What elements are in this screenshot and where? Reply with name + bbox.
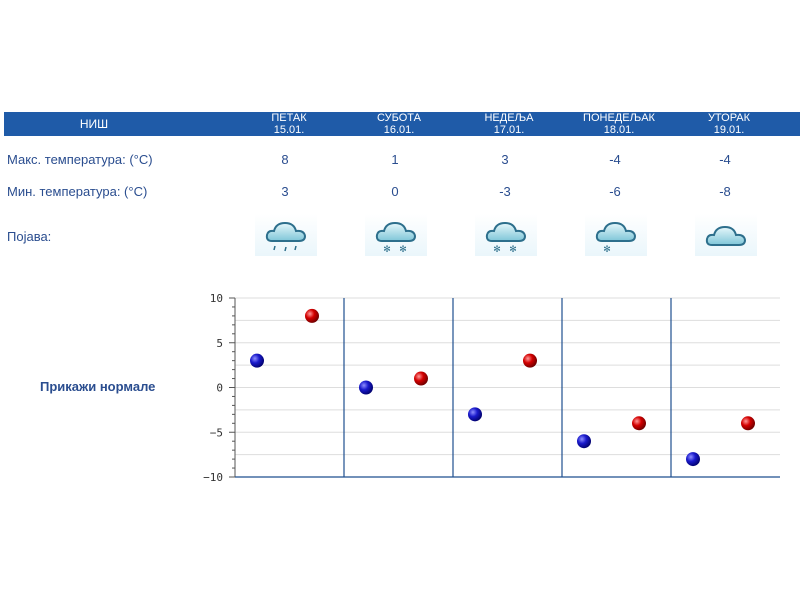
show-normals-link[interactable]: Прикажи нормале bbox=[40, 379, 156, 394]
day-date: 16.01. bbox=[383, 124, 415, 136]
max-temp-day-5: -4 bbox=[719, 152, 731, 167]
max-temp-day-3: 3 bbox=[501, 152, 509, 167]
day-name: УТОРАК bbox=[707, 112, 751, 124]
day-date: 18.01. bbox=[603, 124, 635, 136]
min-temp-day-2: 0 bbox=[391, 184, 399, 199]
min-temp-day-1: 3 bbox=[281, 184, 289, 199]
max-temp-point bbox=[305, 308, 319, 323]
min-temp-day-3: -3 bbox=[499, 184, 511, 199]
max-temp-day-2: 1 bbox=[391, 152, 399, 167]
cloud-light-snow-icon: ✻ bbox=[585, 214, 647, 256]
min-temp-point bbox=[577, 434, 591, 449]
min-temp-point bbox=[250, 353, 264, 368]
city-name: НИШ bbox=[79, 117, 109, 131]
max-temp-point bbox=[741, 416, 755, 431]
y-tick-label: 5 bbox=[216, 337, 223, 350]
day-header-1: ПЕТАК 15.01. bbox=[234, 112, 344, 136]
day-header-4: ПОНЕДЕЉАК 18.01. bbox=[564, 112, 674, 136]
min-temp-day-5: -8 bbox=[719, 184, 731, 199]
svg-text:✻: ✻ bbox=[493, 245, 501, 255]
y-tick-label: 10 bbox=[210, 292, 223, 305]
day-name: СУБОТА bbox=[377, 112, 421, 124]
max-temp-point bbox=[632, 416, 646, 431]
max-temp-point bbox=[523, 353, 537, 368]
cloud-snow-icon: ✻ ✻ bbox=[475, 214, 537, 256]
min-temp-day-4: -6 bbox=[609, 184, 621, 199]
min-temp-point bbox=[686, 452, 700, 467]
day-date: 17.01. bbox=[493, 124, 525, 136]
day-header-3: НЕДЕЉА 17.01. bbox=[454, 112, 564, 136]
day-header-5: УТОРАК 19.01. bbox=[674, 112, 784, 136]
temperature-chart: 10 5 0 −5 −10 bbox=[203, 292, 780, 484]
max-temp-day-1: 8 bbox=[281, 152, 289, 167]
cloud-snow-icon: ✻ ✻ bbox=[365, 214, 427, 256]
min-temp-point bbox=[359, 380, 373, 395]
y-tick-label: −10 bbox=[203, 471, 223, 484]
max-temp-label: Макс. температура: (°C) bbox=[7, 152, 153, 167]
phenomenon-label: Појава: bbox=[7, 229, 52, 244]
svg-text:✻: ✻ bbox=[383, 245, 391, 255]
y-tick-label: 0 bbox=[216, 382, 223, 395]
cloud-icon bbox=[695, 214, 757, 256]
svg-text:✻: ✻ bbox=[399, 245, 407, 255]
max-temp-point bbox=[414, 371, 428, 386]
day-name: НЕДЕЉА bbox=[484, 112, 534, 124]
forecast-header: НИШ ПЕТАК 15.01. СУБОТА 16.01. НЕДЕЉА 17… bbox=[4, 112, 800, 136]
min-temp-label: Мин. температура: (°C) bbox=[7, 184, 148, 199]
svg-text:✻: ✻ bbox=[509, 245, 517, 255]
day-header-2: СУБОТА 16.01. bbox=[344, 112, 454, 136]
cloud-rain-icon bbox=[255, 214, 317, 256]
svg-text:✻: ✻ bbox=[603, 245, 611, 255]
y-tick-label: −5 bbox=[210, 426, 223, 439]
day-name: ПЕТАК bbox=[271, 112, 307, 124]
day-name: ПОНЕДЕЉАК bbox=[583, 112, 655, 124]
day-date: 19.01. bbox=[713, 124, 745, 136]
min-temp-point bbox=[468, 407, 482, 422]
day-date: 15.01. bbox=[273, 124, 305, 136]
max-temp-day-4: -4 bbox=[609, 152, 621, 167]
